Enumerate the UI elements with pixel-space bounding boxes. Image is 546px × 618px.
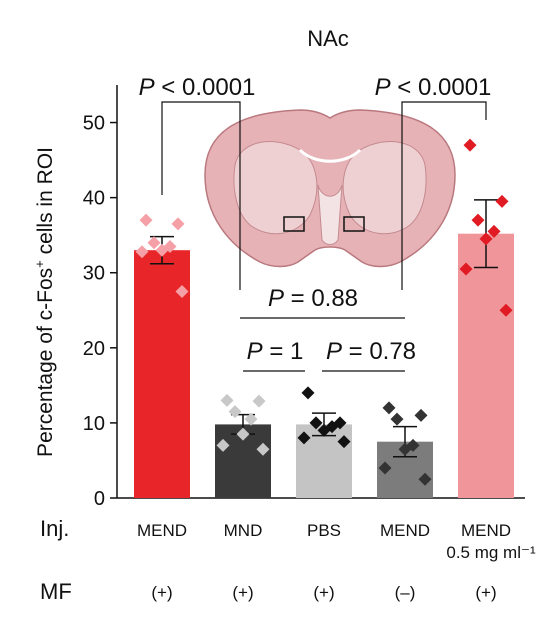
x-category-label: MEND: [137, 521, 187, 540]
data-point: [414, 408, 428, 422]
bars-group: [134, 138, 514, 498]
p-value-label: P = 1: [247, 338, 304, 365]
brain-section-illustration: [204, 109, 456, 268]
data-point: [471, 213, 485, 227]
x-category-label: MND: [224, 521, 263, 540]
p-value-label: P = 0.78: [326, 338, 416, 365]
data-point: [378, 461, 392, 475]
y-tick-label: 10: [83, 413, 105, 435]
y-tick-label: 20: [83, 338, 105, 360]
data-point: [244, 412, 258, 426]
data-point: [175, 285, 189, 298]
data-point: [499, 303, 513, 317]
y-tick-label: 30: [83, 263, 105, 285]
p-value-label: P < 0.0001: [139, 74, 256, 101]
data-point: [297, 431, 311, 445]
data-point: [171, 217, 185, 231]
data-point: [479, 232, 493, 246]
data-point: [390, 412, 404, 426]
bar: [458, 233, 514, 498]
data-point: [155, 243, 169, 257]
data-point: [135, 245, 149, 259]
y-axis-label: Percentage of c-Fos+ cells in ROI: [32, 147, 57, 457]
p-value-label: P < 0.0001: [375, 74, 492, 101]
significance-bracket: [161, 101, 241, 290]
data-point: [216, 438, 230, 452]
data-point: [228, 405, 242, 419]
data-point: [418, 472, 432, 486]
mf-row-label: MF: [40, 579, 72, 604]
mf-condition-label: (–): [395, 583, 416, 602]
y-tick-label: 0: [94, 488, 105, 510]
x-category-label: MEND: [380, 521, 430, 540]
data-point: [309, 416, 323, 430]
data-point: [252, 394, 266, 408]
data-point: [337, 435, 351, 449]
mf-condition-label: (+): [313, 583, 334, 602]
data-point: [139, 213, 153, 227]
data-point: [495, 194, 509, 208]
data-point: [236, 427, 250, 441]
x-category-label: PBS: [307, 521, 341, 540]
mf-condition-label: (+): [151, 583, 172, 602]
data-point: [398, 442, 412, 456]
mf-condition-label: (+): [475, 583, 496, 602]
significance-annotations: P < 0.0001 P < 0.0001 P = 0.88 P = 1 P = 0.7…: [139, 74, 492, 372]
data-point: [459, 262, 473, 276]
p-value-label: P = 0.88: [268, 285, 358, 312]
mf-condition-label: (+): [232, 583, 253, 602]
injection-row-label: Inj.: [40, 516, 69, 541]
data-point: [487, 224, 501, 238]
axes: 0 10 20 30 40 50: [83, 85, 525, 510]
y-tick-label: 40: [83, 188, 105, 210]
significance-bracket: [401, 101, 487, 290]
x-category-label: MEND: [461, 521, 511, 540]
data-point: [317, 423, 331, 437]
x-category-labels: MEND (+) MND (+) PBS (+) MEND (–) MEND 0.5 mg ml⁻…: [137, 521, 536, 602]
data-point: [256, 442, 270, 456]
y-tick-label: 50: [83, 113, 105, 135]
chart-title: NAc: [307, 26, 349, 51]
data-point: [220, 393, 234, 407]
x-category-sublabel: 0.5 mg ml⁻¹: [446, 543, 536, 562]
data-point: [463, 138, 477, 152]
data-point: [147, 236, 161, 250]
data-point: [301, 386, 315, 400]
data-point: [382, 401, 396, 415]
